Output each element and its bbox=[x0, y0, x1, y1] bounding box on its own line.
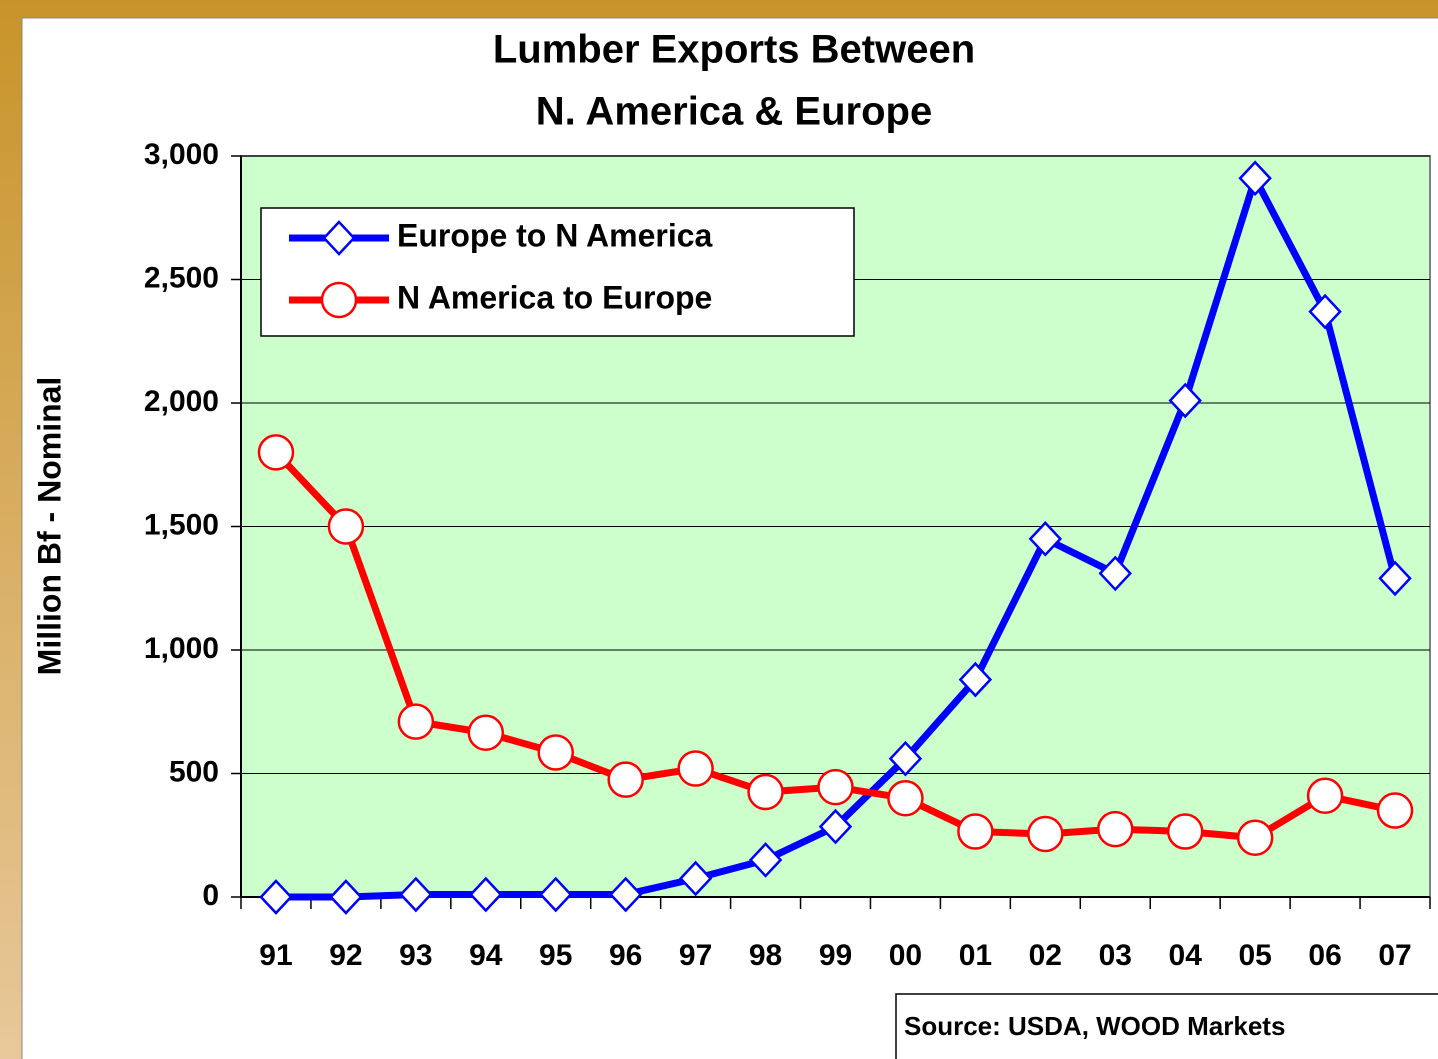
y-axis-label: Million Bf - Nominal bbox=[31, 377, 67, 676]
y-tick-label: 500 bbox=[169, 755, 219, 788]
data-point bbox=[747, 773, 784, 811]
data-point bbox=[957, 813, 994, 850]
data-point bbox=[678, 860, 713, 897]
data-point bbox=[1378, 560, 1412, 597]
chart-title: Lumber Exports Between bbox=[493, 28, 975, 72]
data-point bbox=[958, 661, 993, 698]
data-point bbox=[1308, 293, 1342, 330]
x-tick-label: 91 bbox=[259, 939, 292, 972]
data-point bbox=[1168, 382, 1202, 419]
data-point bbox=[537, 734, 574, 771]
data-point bbox=[1097, 810, 1134, 848]
x-tick-label: 01 bbox=[959, 939, 992, 972]
data-point bbox=[818, 808, 853, 845]
data-point bbox=[1027, 815, 1064, 853]
x-tick-label: 04 bbox=[1169, 939, 1203, 972]
data-point bbox=[1306, 777, 1344, 814]
y-tick-label: 1,000 bbox=[144, 632, 219, 665]
data-point bbox=[1166, 813, 1204, 850]
data-point bbox=[1098, 555, 1132, 592]
data-point bbox=[257, 434, 295, 471]
y-tick-label: 3,000 bbox=[144, 138, 219, 171]
data-point bbox=[467, 714, 505, 751]
data-point bbox=[748, 842, 783, 878]
x-tick-label: 00 bbox=[889, 939, 922, 972]
source: Source: USDA, WOOD Markets bbox=[904, 1011, 1285, 1041]
x-tick-label: 05 bbox=[1238, 939, 1271, 972]
data-point bbox=[677, 750, 714, 787]
data-point bbox=[259, 879, 293, 915]
data-point bbox=[1028, 521, 1063, 557]
x-tick-label: 02 bbox=[1029, 939, 1062, 972]
data-point bbox=[888, 740, 923, 777]
x-tick-label: 03 bbox=[1099, 939, 1132, 972]
data-point bbox=[607, 761, 644, 798]
y-tick-label: 2,000 bbox=[144, 385, 219, 418]
x-tick-label: 97 bbox=[679, 939, 712, 972]
data-point bbox=[469, 876, 503, 913]
legend-marker bbox=[320, 281, 358, 319]
data-point bbox=[817, 768, 854, 806]
data-point bbox=[1236, 819, 1274, 856]
x-tick-label: 99 bbox=[819, 939, 852, 972]
data-point bbox=[539, 876, 573, 913]
x-tick-label: 07 bbox=[1378, 939, 1411, 972]
x-tick-label: 95 bbox=[539, 939, 572, 972]
data-point bbox=[1238, 160, 1272, 197]
legend-label: Europe to N America bbox=[397, 217, 713, 253]
data-point bbox=[608, 876, 643, 913]
chart-subtitle: N. America & Europe bbox=[536, 90, 932, 134]
x-tick-label: 98 bbox=[749, 939, 782, 972]
x-tick-label: 92 bbox=[329, 939, 362, 972]
data-point bbox=[399, 876, 433, 913]
data-point bbox=[1376, 792, 1414, 829]
data-point bbox=[327, 508, 365, 545]
x-tick-label: 06 bbox=[1308, 939, 1341, 972]
y-tick-label: 2,500 bbox=[144, 261, 219, 294]
legend-box bbox=[260, 207, 855, 337]
source-box bbox=[895, 993, 1438, 1059]
y-tick-label: 0 bbox=[202, 879, 219, 912]
legend-marker bbox=[322, 220, 356, 256]
y-tick-label: 1,500 bbox=[144, 508, 219, 541]
x-tick-label: 96 bbox=[609, 939, 642, 972]
x-tick-label: 93 bbox=[399, 939, 432, 972]
legend-label: N America to Europe bbox=[397, 279, 712, 315]
data-point bbox=[329, 879, 363, 915]
x-tick-label: 94 bbox=[469, 939, 503, 972]
data-point bbox=[397, 703, 435, 740]
data-point bbox=[887, 779, 924, 817]
